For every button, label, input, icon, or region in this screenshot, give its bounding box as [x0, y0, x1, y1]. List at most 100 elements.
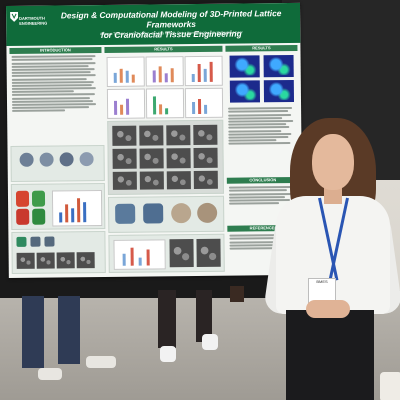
- lattice-sample: [39, 152, 54, 167]
- chart-bar: [165, 108, 169, 115]
- figure-bottom-charts: [108, 233, 225, 273]
- chart-bar: [191, 74, 195, 83]
- fluorescence-image: [263, 54, 294, 78]
- bar-chart: [113, 239, 166, 270]
- chart-bar: [125, 70, 129, 83]
- shoe: [160, 346, 176, 362]
- sem-image: [166, 125, 191, 146]
- chart-bar: [113, 100, 118, 115]
- printed-scaffold: [197, 202, 218, 224]
- poster-header: DARTMOUTH ENGINEERING Design & Computati…: [6, 2, 301, 46]
- scaffold-red: [16, 208, 30, 225]
- chart-bar: [71, 208, 75, 223]
- figure-colored-scaffolds: [10, 182, 106, 230]
- microscopy-image: [16, 252, 35, 269]
- person-leg: [230, 286, 244, 302]
- sem-image: [169, 239, 194, 268]
- section-header-results-right: RESULTS: [225, 44, 298, 52]
- bar-chart: [145, 88, 185, 119]
- chart-bar: [125, 98, 130, 115]
- chart-bar: [146, 249, 150, 266]
- scaffold-red: [15, 190, 30, 207]
- bar-chart: [106, 88, 146, 119]
- scaffold-green: [31, 190, 46, 207]
- lattice-sample: [79, 152, 94, 167]
- lattice-sample: [59, 152, 74, 167]
- render-sample: [143, 203, 164, 224]
- lattice-sample: [19, 152, 34, 167]
- fluorescence-image: [263, 79, 295, 103]
- section-header-results: RESULTS: [104, 45, 223, 53]
- shield-icon: [10, 11, 19, 22]
- sem-image: [166, 148, 191, 169]
- presenter-face: [312, 134, 354, 190]
- chart-bar: [158, 66, 162, 83]
- fluorescence-image: [229, 55, 260, 78]
- person-leg: [158, 290, 176, 348]
- bar-chart: [106, 56, 145, 87]
- sem-image: [196, 238, 221, 268]
- chart-bar: [197, 98, 202, 114]
- intro-text-block: [10, 53, 103, 115]
- chart-bar: [164, 73, 168, 83]
- chart-bar: [203, 68, 207, 82]
- chart-bar: [119, 68, 123, 83]
- chart-bar: [152, 70, 156, 83]
- chart-bar: [138, 257, 142, 266]
- section-header-conclusion: CONCLUSION: [226, 176, 299, 184]
- chart-bar: [204, 104, 208, 114]
- figure-scaffold-grid: [11, 230, 106, 274]
- person-leg: [22, 296, 44, 368]
- sem-image: [193, 147, 218, 169]
- chart-bar: [197, 63, 201, 82]
- poster-column-middle: RESULTS: [104, 45, 225, 273]
- presenter-hands: [306, 300, 350, 318]
- sem-image: [166, 171, 191, 190]
- chart-bar: [131, 74, 135, 83]
- scaffold-sample: [30, 236, 41, 247]
- sem-image: [193, 170, 218, 190]
- fluorescence-image: [229, 80, 261, 103]
- chart-bar: [120, 104, 124, 115]
- chart-bar: [122, 253, 126, 266]
- tote-bag: [380, 372, 400, 400]
- university-logo: DARTMOUTH ENGINEERING: [10, 11, 48, 38]
- chart-bar: [77, 198, 81, 223]
- figure-lattice-designs: [10, 144, 105, 182]
- shoe: [86, 356, 116, 368]
- microscopy-image: [76, 252, 95, 269]
- microscopy-image: [36, 252, 55, 269]
- scaffold-sample: [44, 236, 55, 247]
- scaffold-green: [32, 208, 46, 225]
- chart-bar: [65, 204, 69, 223]
- person-leg: [196, 290, 212, 342]
- sem-image: [112, 171, 137, 190]
- sem-image: [193, 124, 218, 146]
- poster-title-line1: Design & Computational Modeling of 3D-Pr…: [60, 8, 282, 30]
- sem-image: [139, 148, 164, 169]
- sem-image: [139, 171, 164, 190]
- presenter-pants: [286, 310, 374, 400]
- person-leg: [58, 296, 80, 364]
- sem-image: [112, 148, 137, 169]
- chart-bar: [170, 68, 174, 83]
- chart-bar: [130, 247, 134, 266]
- research-poster: DARTMOUTH ENGINEERING Design & Computati…: [6, 2, 303, 278]
- bar-chart: [184, 55, 223, 87]
- printed-scaffold: [171, 203, 192, 224]
- chart-bar: [113, 72, 117, 83]
- shoe: [38, 368, 62, 380]
- figure-3d-renders: [108, 195, 225, 233]
- chart-bar: [209, 61, 213, 82]
- chart-bar: [192, 102, 196, 115]
- chart-bar: [83, 202, 87, 223]
- bar-chart: [145, 56, 184, 87]
- logo-text: DARTMOUTH ENGINEERING: [19, 15, 48, 26]
- poster-column-left: INTRODUCTION: [9, 47, 106, 274]
- scaffold-sample: [16, 236, 27, 247]
- microscopy-image: [56, 252, 75, 269]
- sem-image: [139, 125, 164, 146]
- figure-sem-images: [107, 119, 224, 195]
- sem-image: [112, 125, 137, 146]
